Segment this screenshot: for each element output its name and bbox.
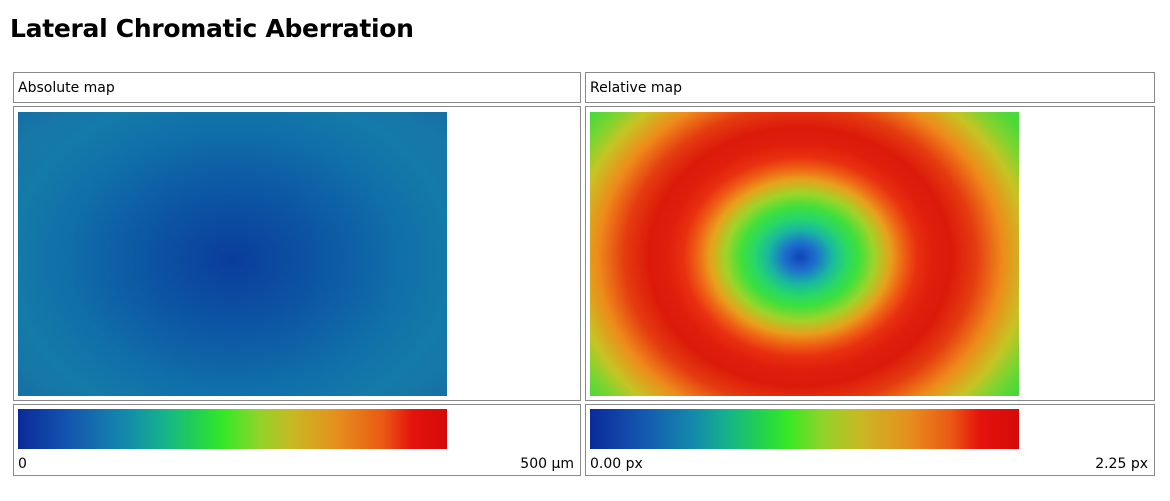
absolute-map-header: Absolute map [13,72,581,103]
relative-legend-max: 2.25 px [1095,456,1148,472]
absolute-legend-max: 500 µm [520,456,574,472]
relative-color-scale [590,409,1019,449]
relative-map-header: Relative map [585,72,1155,103]
relative-legend-min: 0.00 px [590,456,643,472]
relative-map-label: Relative map [590,80,683,96]
relative-map-panel [585,106,1155,401]
absolute-map-label: Absolute map [18,80,115,96]
relative-map-image [590,112,1019,396]
absolute-map-legend: 0 500 µm [13,404,581,476]
page-title: Lateral Chromatic Aberration [10,14,414,43]
absolute-legend-min: 0 [18,456,27,472]
relative-map-legend: 0.00 px 2.25 px [585,404,1155,476]
absolute-map-image [18,112,447,396]
absolute-map-panel [13,106,581,401]
absolute-color-scale [18,409,447,449]
